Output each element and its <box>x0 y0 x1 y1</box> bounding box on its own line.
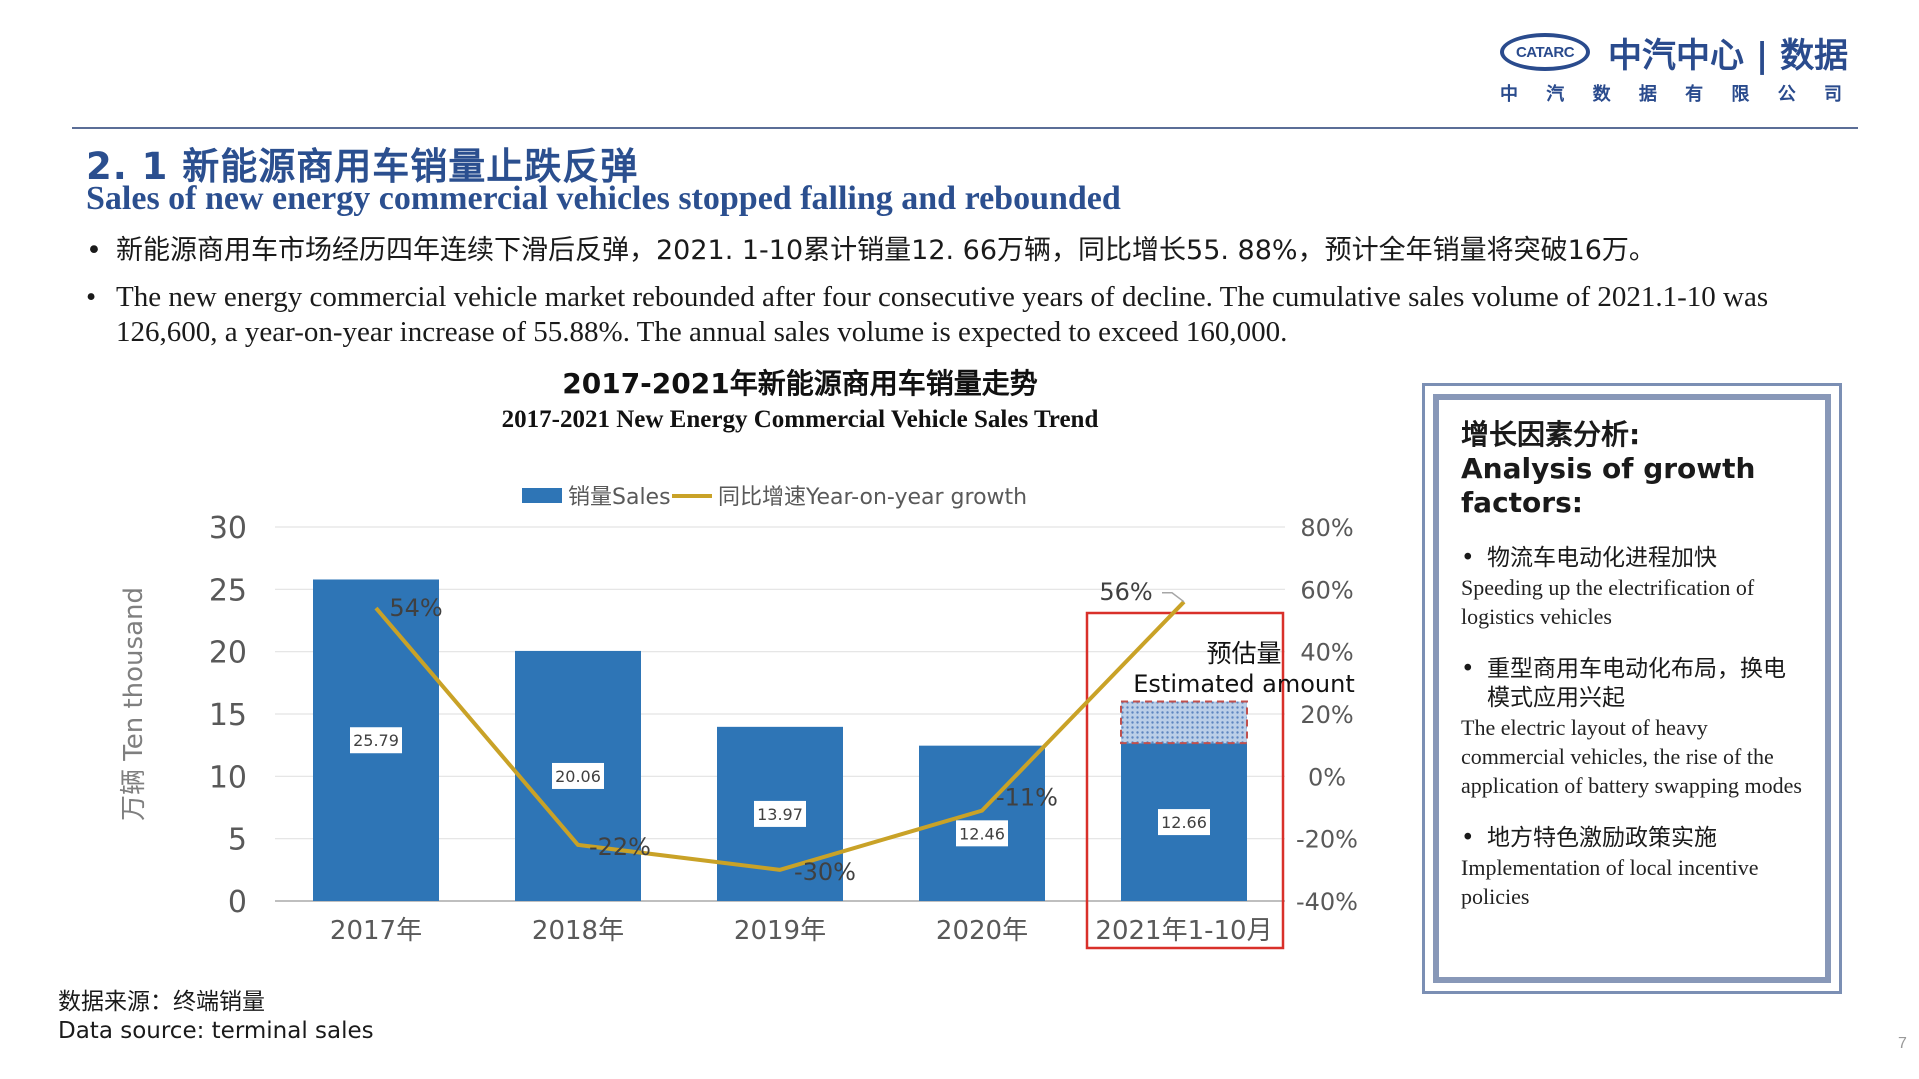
y-tick-label: 5 <box>228 823 247 858</box>
growth-factor-zh-text: 重型商用车电动化布局，换电模式应用兴起 <box>1487 656 1786 711</box>
x-tick-label: 2017年 <box>330 916 422 946</box>
growth-line <box>374 600 1186 872</box>
highlight-frame <box>1085 611 1285 950</box>
logo-sub-char: 中 <box>1500 84 1518 105</box>
logo-subtitle: 中 汽 数 据 有 限 公 司 <box>1500 80 1842 106</box>
bullet-text: 新能源商用车市场经历四年连续下滑后反弹，2021. 1-10累计销量12. 66… <box>116 235 1656 266</box>
y2-tick-label: 80% <box>1300 514 1353 542</box>
data-source-en: Data source: terminal sales <box>58 1018 374 1044</box>
growth-factor-zh-text: 物流车电动化进程加快 <box>1487 545 1717 571</box>
estimated-label-zh: 预估量 <box>1206 639 1281 668</box>
y-tick-label: 15 <box>209 698 247 733</box>
y2-tick-label: -40% <box>1296 888 1358 916</box>
growth-label: -22% <box>589 833 651 861</box>
bar-value-label-bg <box>754 800 806 827</box>
logo-sub-char: 数 <box>1592 84 1611 105</box>
bar-value-label-bg <box>350 727 402 754</box>
growth-label: -30% <box>794 858 856 886</box>
bullet-dot: • <box>1461 825 1475 851</box>
logo-sub-char: 有 <box>1685 84 1704 105</box>
logo-sub-char: 汽 <box>1546 84 1565 105</box>
growth-factors-title-zh: 增长因素分析: <box>1461 418 1641 451</box>
growth-factor: • 物流车电动化进程加快 Speeding up the electrifica… <box>1461 544 1803 631</box>
growth-factor-en: The electric layout of heavy commercial … <box>1461 715 1802 798</box>
growth-label: -11% <box>996 784 1058 812</box>
y-tick-label: 0 <box>228 885 247 920</box>
growth-factor-zh: • 物流车电动化进程加快 <box>1461 544 1803 573</box>
catarc-logo: CATARC 中汽中心 | 数据 中 汽 数 据 有 限 公 司 <box>1500 28 1849 108</box>
y-tick-label: 25 <box>209 573 247 608</box>
x-tick-label: 2018年 <box>532 916 624 946</box>
growth-factor-en: Implementation of local incentive polici… <box>1461 855 1759 909</box>
growth-factor-en: Speeding up the electrification of logis… <box>1461 575 1755 629</box>
logo-sub-char: 公 <box>1777 84 1796 105</box>
y-tick-label: 30 <box>209 511 247 546</box>
legend-label-growth: 同比增速Year-on-year growth <box>718 485 1027 510</box>
bar-value-label: 13.97 <box>757 805 803 824</box>
bar-value-label-bg <box>956 820 1008 847</box>
bar-estimated <box>1120 700 1248 745</box>
bullet-dot: • <box>86 235 102 266</box>
y2-tick-label: -20% <box>1296 826 1358 854</box>
legend-label-sales: 销量Sales <box>568 485 671 510</box>
x-tick-label: 2020年 <box>936 916 1028 946</box>
legend-swatch-sales <box>522 488 562 503</box>
bar-value-label: 12.66 <box>1161 813 1207 832</box>
sales-chart: 2017-2021年新能源商用车销量走势 2017-2021 New Energy… <box>100 360 1420 980</box>
y-axis-label: 万辆 Ten thousand <box>119 587 149 821</box>
x-tick-label: 2019年 <box>734 916 826 946</box>
growth-factor: • 重型商用车电动化布局，换电模式应用兴起 The electric layou… <box>1461 655 1803 800</box>
bullet-dot: • <box>1461 545 1475 571</box>
growth-factors-title-en: Analysis of growth factors: <box>1461 452 1756 519</box>
growth-factor-zh: • 地方特色激励政策实施 <box>1461 824 1803 853</box>
header-divider <box>72 127 1858 129</box>
bullet-text: The new energy commercial vehicle market… <box>116 281 1769 348</box>
slide-title-en: Sales of new energy commercial vehicles … <box>86 180 1121 217</box>
growth-label: 56% <box>1099 578 1152 606</box>
bar-value-label: 12.46 <box>959 824 1005 843</box>
x-tick-label: 2021年1-10月 <box>1095 916 1272 946</box>
chart-title: 2017-2021年新能源商用车销量走势 <box>562 367 1037 400</box>
growth-label: 54% <box>389 594 442 622</box>
growth-factor-zh: • 重型商用车电动化布局，换电模式应用兴起 <box>1461 655 1803 713</box>
y2-tick-label: 20% <box>1300 701 1353 729</box>
growth-label-leader <box>1162 592 1185 603</box>
slide-title-zh: 2. 1 新能源商用车销量止跌反弹 <box>86 145 639 188</box>
data-source: 数据来源：终端销量 Data source: terminal sales <box>58 988 374 1046</box>
y-tick-label: 10 <box>209 760 247 795</box>
logo-sub-char: 限 <box>1731 84 1750 105</box>
y2-tick-label: 40% <box>1300 639 1353 667</box>
logo-name: 中汽中心 | 数据 <box>1608 36 1849 76</box>
logo-sub-char: 司 <box>1823 84 1842 105</box>
y2-tick-label: 0% <box>1308 763 1346 791</box>
growth-factors-inner: 增长因素分析: Analysis of growth factors: • 物流… <box>1433 394 1831 983</box>
sales-chart-svg: 2017-2021年新能源商用车销量走势 2017-2021 New Energy… <box>119 367 1358 950</box>
data-source-zh: 数据来源：终端销量 <box>58 989 265 1015</box>
estimated-label-en: Estimated amount <box>1133 670 1354 698</box>
logo-sub-char: 据 <box>1638 84 1657 105</box>
catarc-logo-mark: CATARC <box>1500 33 1590 71</box>
bullet-dot: • <box>1461 656 1475 682</box>
bar-value-label-bg <box>1158 809 1210 836</box>
growth-factors-panel: 增长因素分析: Analysis of growth factors: • 物流… <box>1422 383 1842 994</box>
bullet-dot: • <box>86 281 97 313</box>
bar-value-label-bg <box>552 762 604 789</box>
bar-value-label: 25.79 <box>353 731 399 750</box>
growth-factor: • 地方特色激励政策实施 Implementation of local inc… <box>1461 824 1803 911</box>
y-tick-label: 20 <box>209 636 247 671</box>
growth-factor-zh-text: 地方特色激励政策实施 <box>1487 825 1717 851</box>
y2-tick-label: 60% <box>1300 576 1353 604</box>
chart-subtitle: 2017-2021 New Energy Commercial Vehicle … <box>502 406 1099 433</box>
page-number: 7 <box>1898 1035 1907 1052</box>
bar-value-label: 20.06 <box>555 767 601 786</box>
